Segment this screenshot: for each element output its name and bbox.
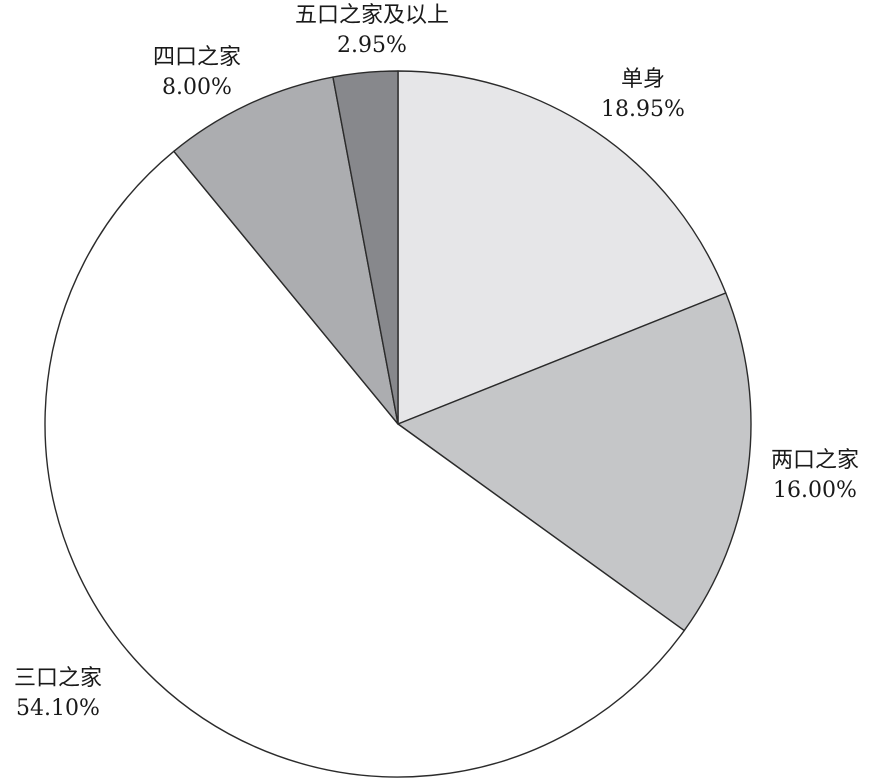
slice-label-four-person: 四口之家 xyxy=(153,45,241,70)
slice-value-two-person: 16.00% xyxy=(773,478,857,503)
slice-value-three-person: 54.10% xyxy=(16,696,100,721)
pie-slice-two-person xyxy=(397,292,752,632)
slice-value-five-plus: 2.95% xyxy=(337,33,407,58)
slices-layer xyxy=(44,70,752,778)
pie-slice-four-person xyxy=(173,76,399,425)
slice-value-single: 18.95% xyxy=(601,97,685,122)
slice-value-four-person: 8.00% xyxy=(162,75,232,100)
pie-slice-three-person xyxy=(44,150,685,778)
slice-label-three-person: 三口之家 xyxy=(14,666,102,691)
slice-label-five-plus: 五口之家及以上 xyxy=(295,3,449,28)
slice-label-two-person: 两口之家 xyxy=(771,448,859,473)
slice-label-single: 单身 xyxy=(621,67,665,92)
pie-slice-five-plus xyxy=(332,70,399,425)
pie-slice-single xyxy=(397,70,727,425)
labels-layer: 单身 18.95% 两口之家 16.00% 三口之家 54.10% 四口之家 8.00% 五口之… xyxy=(14,3,859,721)
